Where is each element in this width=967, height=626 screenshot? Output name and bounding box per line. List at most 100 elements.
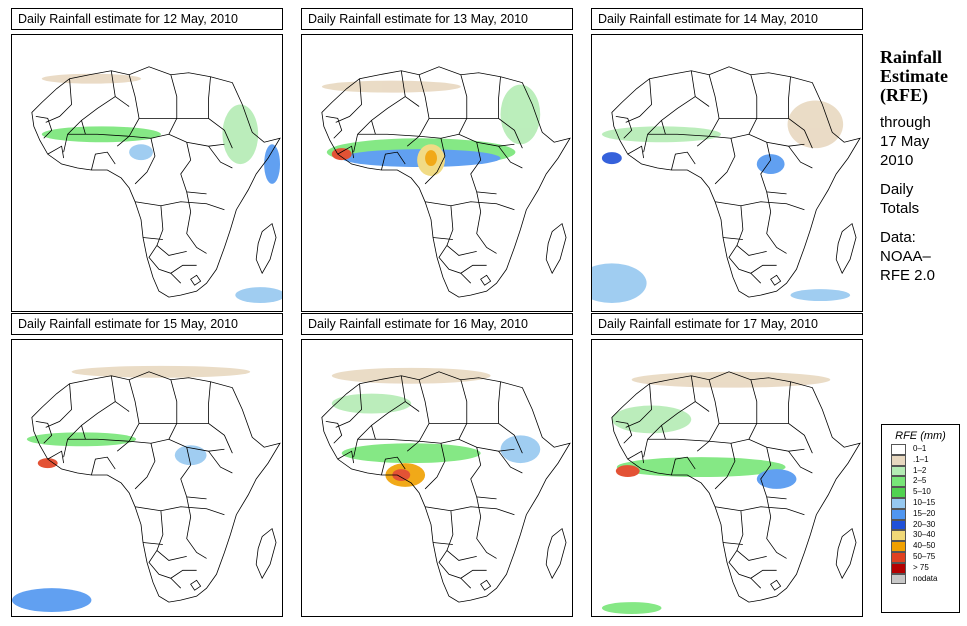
- legend-item: 10–15: [882, 497, 959, 509]
- rainfall-panel-12-may: Daily Rainfall estimate for 12 May, 2010: [11, 8, 283, 312]
- legend-label: 50–75: [913, 551, 936, 561]
- through-date-line2: 2010: [880, 152, 914, 169]
- legend-item: nodata: [882, 573, 959, 585]
- rain-cell-central: [174, 445, 207, 466]
- panel-title: Daily Rainfall estimate for 13 May, 2010: [301, 8, 573, 30]
- panel-title: Daily Rainfall estimate for 12 May, 2010: [11, 8, 283, 30]
- legend-swatch: [891, 508, 906, 520]
- panel-title: Daily Rainfall estimate for 15 May, 2010: [11, 313, 283, 335]
- legend-label: 1–2: [913, 465, 927, 475]
- legend-label: nodata: [913, 573, 938, 583]
- totals-line2: Totals: [880, 200, 920, 217]
- legend-swatch: [891, 541, 906, 552]
- rfe-title-line1: Rainfall: [880, 47, 943, 67]
- rain-band-sahel: [616, 457, 786, 478]
- rain-band-north: [71, 365, 251, 378]
- rain-cell-east: [756, 154, 785, 174]
- legend-item: 20–30: [882, 519, 959, 531]
- legend-item: 5–10: [882, 487, 959, 498]
- legend-label: 10–15: [913, 497, 936, 507]
- legend-swatch: [891, 562, 906, 574]
- rainfall-map-13-may: [301, 34, 573, 312]
- through-label: through: [880, 114, 931, 131]
- rain-cell-south: [12, 588, 92, 613]
- rain-cell-nigeria-core: [392, 469, 411, 481]
- rain-cell-west: [37, 458, 58, 469]
- legend-label: 15–20: [913, 508, 936, 518]
- legend-label: .1–1: [913, 454, 929, 464]
- data-label: Data:: [880, 229, 916, 246]
- legend-label: 20–30: [913, 519, 936, 529]
- panel-title: Daily Rainfall estimate for 16 May, 2010: [301, 313, 573, 335]
- rainfall-panel-16-may: Daily Rainfall estimate for 16 May, 2010: [301, 313, 573, 617]
- legend-title: RFE (mm): [895, 430, 946, 442]
- rainfall-map-17-may: [591, 339, 863, 617]
- rain-cell-south: [601, 602, 662, 614]
- legend-label: 0–1: [913, 444, 927, 453]
- rain-band-east: [500, 84, 541, 145]
- legend-swatch: [891, 476, 906, 488]
- legend-item: 0–1: [882, 444, 959, 455]
- legend-swatch: [891, 573, 906, 585]
- legend-swatch: [891, 444, 906, 455]
- legend-item: 40–50: [882, 541, 959, 552]
- through-date-line1: 17 May: [880, 133, 930, 150]
- rain-band-north: [331, 367, 491, 384]
- rfe-title-line3: (RFE): [880, 85, 928, 105]
- legend-item: 1–2: [882, 465, 959, 477]
- legend-item: .1–1: [882, 454, 959, 466]
- legend-label: 2–5: [913, 476, 927, 486]
- rain-cell-east: [756, 469, 797, 489]
- legend-label: 40–50: [913, 541, 936, 551]
- rainfall-map-15-may: [11, 339, 283, 617]
- rainfall-panel-17-may: Daily Rainfall estimate for 17 May, 2010: [591, 313, 863, 617]
- rain-cell-west: [601, 152, 622, 165]
- legend-label: > 75: [913, 562, 929, 572]
- legend-label: 5–10: [913, 487, 931, 497]
- rain-cell-west: [615, 465, 640, 478]
- legend-swatch: [891, 487, 906, 498]
- rain-cell-south-east: [790, 289, 851, 302]
- legend-swatch: [891, 497, 906, 509]
- rain-cell-south: [235, 287, 282, 304]
- rfe-legend: RFE (mm) 0–1.1–1 1–2 2–5 5–10 10–15 15–20 20–3…: [881, 424, 960, 613]
- legend-item: 15–20: [882, 508, 959, 520]
- data-source-line1: NOAA–: [880, 248, 931, 265]
- legend-item: 30–40: [882, 530, 959, 542]
- legend-swatch: [891, 454, 906, 466]
- legend-swatch: [891, 465, 906, 477]
- rain-band-east: [787, 100, 844, 149]
- rain-cell-east: [264, 144, 281, 184]
- rain-band-sahara: [611, 405, 692, 434]
- data-source-line2: RFE 2.0: [880, 267, 936, 284]
- legend-swatch: [891, 519, 906, 531]
- legend-swatch: [891, 551, 906, 563]
- legend-rows: 0–1.1–1 1–2 2–5 5–10 10–15 15–20 20–30 30–40 40–…: [882, 444, 959, 585]
- totals-line1: Daily: [880, 181, 914, 198]
- legend-label: 30–40: [913, 530, 936, 540]
- rain-cell-south: [592, 263, 647, 304]
- rain-cell-nigeria-core: [425, 150, 437, 167]
- rainfall-map-14-may: [591, 34, 863, 312]
- rain-band-north: [321, 80, 461, 93]
- rain-band-sahel: [341, 443, 481, 464]
- legend-item: 50–75: [882, 551, 959, 563]
- rfe-title-line2: Estimate: [880, 66, 948, 86]
- rainfall-panel-15-may: Daily Rainfall estimate for 15 May, 2010: [11, 313, 283, 617]
- rainfall-panel-13-may: Daily Rainfall estimate for 13 May, 2010: [301, 8, 573, 312]
- rainfall-panel-14-may: Daily Rainfall estimate for 14 May, 2010: [591, 8, 863, 312]
- panel-title: Daily Rainfall estimate for 17 May, 2010: [591, 313, 863, 335]
- rain-band-north: [41, 73, 142, 84]
- rain-cell-west: [331, 148, 352, 161]
- rain-band-north: [631, 371, 831, 388]
- rainfall-map-12-may: [11, 34, 283, 312]
- panel-title: Daily Rainfall estimate for 14 May, 2010: [591, 8, 863, 30]
- rainfall-map-16-may: [301, 339, 573, 617]
- rain-cell-central: [129, 144, 153, 161]
- legend-swatch: [891, 530, 906, 542]
- legend-item: 2–5: [882, 476, 959, 488]
- rfe-info-panel: Rainfall Estimate (RFE) through 17 May 2…: [880, 48, 965, 285]
- rain-band-east: [222, 104, 259, 165]
- rain-band-sahara: [331, 393, 412, 414]
- legend-item: > 75: [882, 562, 959, 574]
